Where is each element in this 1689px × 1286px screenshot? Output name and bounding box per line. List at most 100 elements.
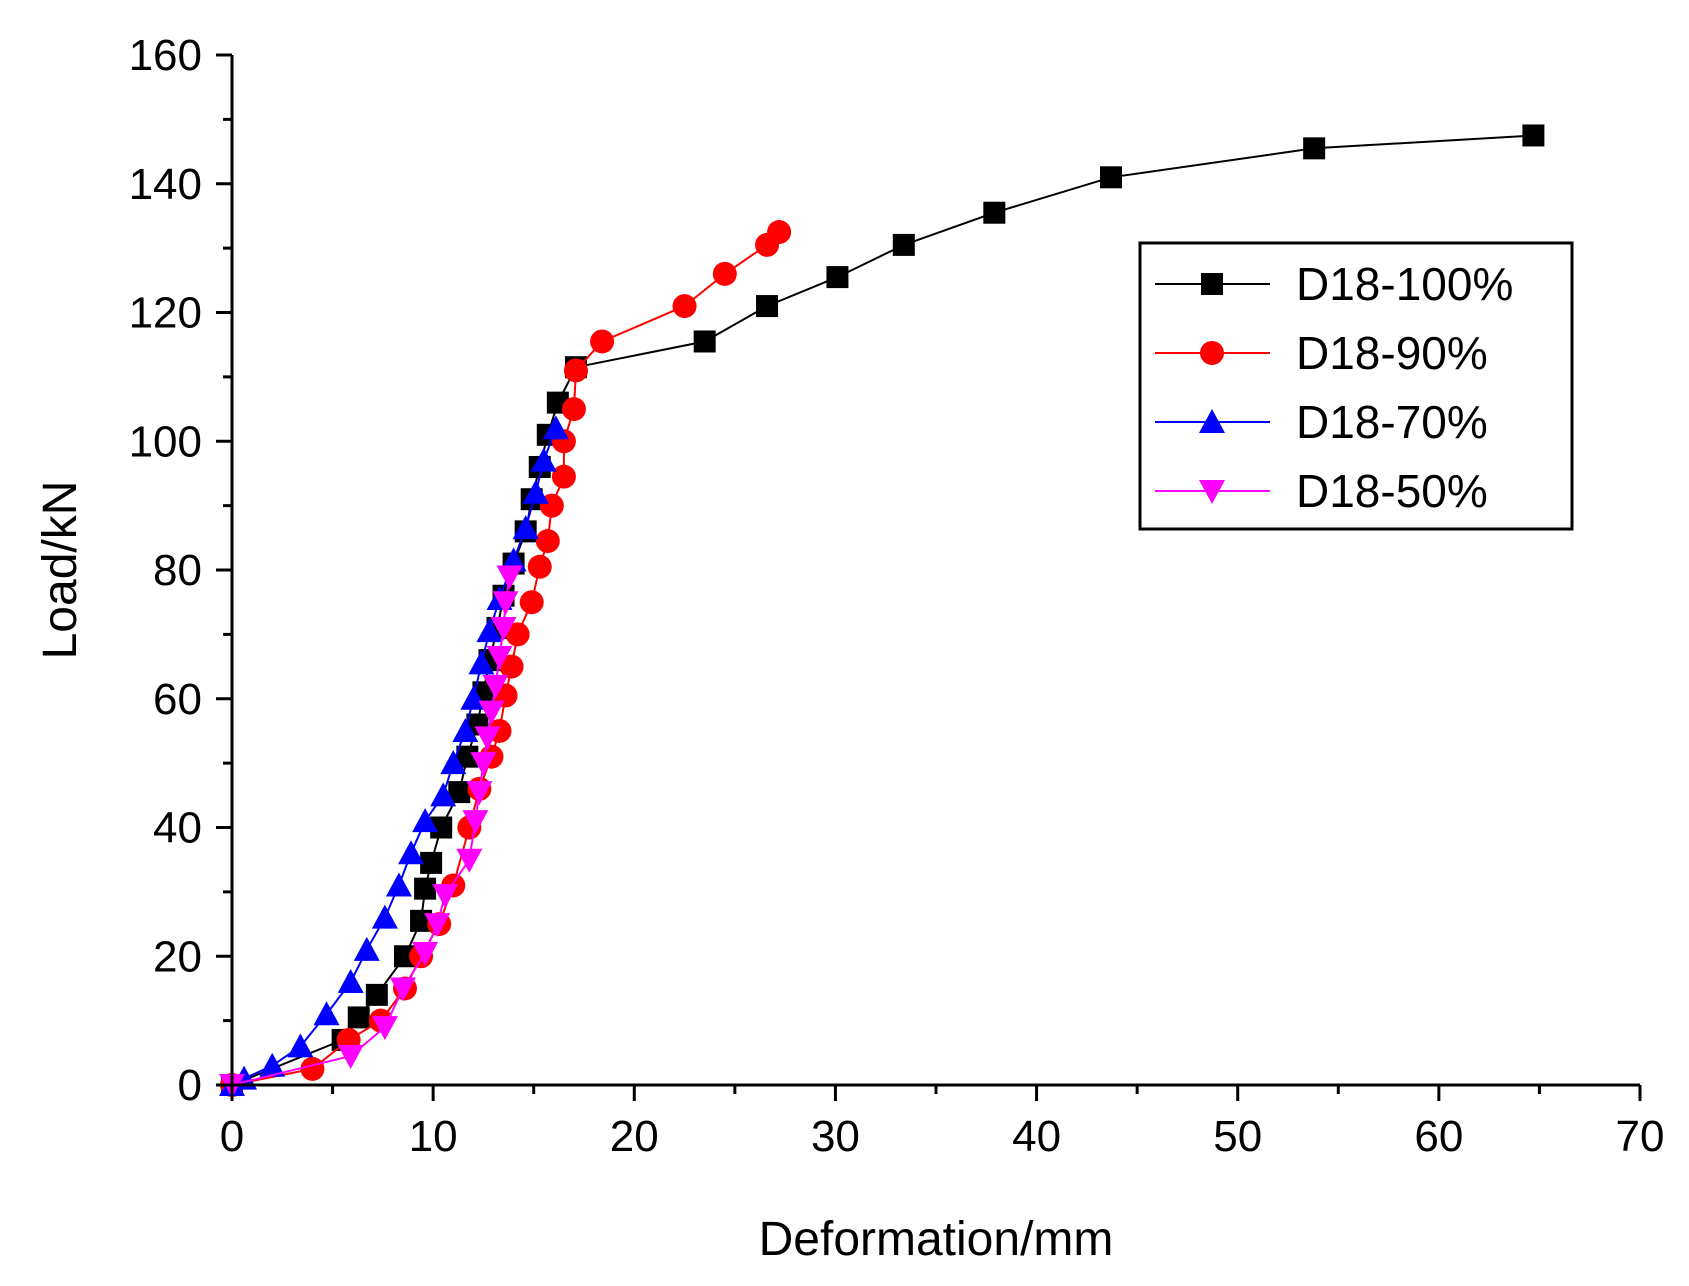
data-point (474, 726, 501, 751)
data-point (353, 936, 380, 961)
data-point (259, 1052, 286, 1077)
data-point (313, 1001, 340, 1026)
series-D18-70% (219, 415, 569, 1096)
data-point (448, 781, 471, 804)
x-axis-title: Deformation/mm (759, 1213, 1114, 1266)
data-point (535, 529, 560, 554)
data-point (300, 1056, 325, 1081)
legend-marker (1201, 273, 1223, 295)
data-point (385, 872, 412, 897)
data-point (412, 808, 439, 833)
legend-marker (1199, 480, 1225, 504)
data-point (561, 397, 586, 422)
y-tick-label: 80 (153, 546, 202, 595)
data-point (530, 447, 557, 472)
series-D18-50% (219, 565, 523, 1098)
data-point (337, 1045, 364, 1070)
data-point (512, 515, 539, 540)
data-point (712, 261, 737, 286)
data-point (456, 848, 483, 873)
data-point (371, 904, 398, 929)
legend-label: D18-50% (1296, 465, 1488, 517)
data-point (756, 295, 779, 318)
data-point (452, 717, 479, 742)
data-point (563, 358, 588, 383)
legend-item: D18-70% (1155, 396, 1488, 448)
legend-item: D18-100% (1155, 258, 1513, 310)
y-tick-label: 40 (153, 804, 202, 853)
data-point (693, 330, 716, 353)
x-tick-label: 60 (1414, 1112, 1463, 1161)
data-point (347, 1006, 370, 1029)
data-point (398, 840, 425, 865)
data-point (767, 220, 792, 245)
data-point (287, 1033, 314, 1058)
data-point (470, 752, 497, 777)
legend-marker (1200, 341, 1224, 365)
data-point (542, 415, 569, 440)
data-point (466, 781, 493, 806)
legend: D18-100% D18-90% D18-70% D18-50% (1138, 241, 1574, 531)
legend-label: D18-100% (1296, 258, 1513, 310)
x-tick-label: 70 (1616, 1112, 1665, 1161)
y-tick-label: 140 (129, 160, 202, 209)
data-point (505, 622, 530, 647)
data-point (414, 877, 437, 900)
y-tick-label: 20 (153, 932, 202, 981)
data-point (478, 700, 505, 725)
data-point (1099, 166, 1122, 189)
data-point (337, 969, 364, 993)
data-point (389, 977, 416, 1002)
legend-label: D18-90% (1296, 327, 1488, 379)
y-tick-label: 120 (129, 289, 202, 338)
data-point (490, 616, 517, 641)
data-point (492, 591, 519, 616)
data-point (430, 782, 457, 807)
data-point (432, 884, 459, 909)
data-point (482, 674, 509, 699)
data-point (892, 233, 915, 256)
y-axis-title: Load/kN (34, 481, 87, 660)
data-point (826, 266, 849, 289)
data-point (983, 201, 1006, 224)
data-point (672, 294, 697, 319)
data-point (496, 565, 523, 590)
data-point (424, 913, 451, 938)
data-point (430, 816, 453, 839)
x-tick-label: 20 (610, 1112, 659, 1161)
data-point (412, 942, 439, 967)
data-point (476, 618, 503, 643)
x-tick-label: 50 (1213, 1112, 1262, 1161)
x-tick-label: 30 (811, 1112, 860, 1161)
x-tick-label: 40 (1012, 1112, 1061, 1161)
data-point (440, 750, 467, 775)
data-point (365, 983, 388, 1006)
legend-item: D18-50% (1155, 465, 1488, 517)
data-point (499, 654, 524, 679)
axes-layer: 0 10 20 30 40 50 60 70 0 20 40 60 80 100 120 140 160 (129, 31, 1665, 1161)
x-tick-label: 10 (409, 1112, 458, 1161)
legend-label: D18-70% (1296, 396, 1488, 448)
data-point (551, 464, 576, 489)
data-point (460, 685, 487, 710)
x-tick-label: 0 (220, 1112, 244, 1161)
data-point (519, 590, 544, 615)
data-point (527, 554, 552, 579)
data-point (462, 810, 489, 835)
data-point (500, 547, 527, 572)
data-point (456, 745, 479, 768)
data-point (486, 645, 513, 670)
data-point (1522, 124, 1545, 147)
data-point (420, 851, 443, 874)
data-point (371, 1016, 398, 1041)
data-point (468, 650, 495, 675)
data-point (1303, 137, 1326, 160)
y-tick-label: 0 (178, 1061, 202, 1110)
legend-marker (1199, 409, 1225, 433)
y-tick-label: 160 (129, 31, 202, 80)
data-point (590, 329, 615, 354)
data-point (522, 479, 549, 504)
legend-item: D18-90% (1155, 327, 1488, 379)
y-tick-label: 100 (129, 417, 202, 466)
